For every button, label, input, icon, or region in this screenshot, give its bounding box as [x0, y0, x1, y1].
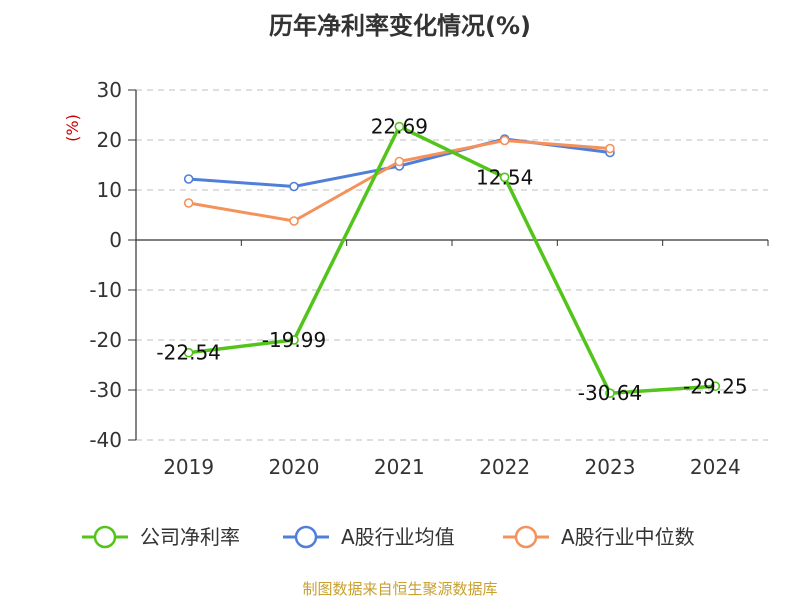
data-label: -22.54 [156, 341, 220, 365]
legend-marker-icon [514, 525, 538, 549]
data-point [289, 216, 299, 226]
data-point [183, 347, 194, 358]
x-tick-label: 2019 [163, 455, 214, 479]
series-line [188, 124, 716, 395]
y-tick-label: 20 [97, 128, 122, 152]
data-label: 22.69 [371, 115, 428, 139]
x-tick-label: 2022 [479, 455, 530, 479]
legend-label: A股行业中位数 [561, 525, 695, 549]
data-point [394, 156, 405, 167]
y-axis-label: (%) [63, 114, 82, 142]
x-tick-label: 2024 [690, 455, 741, 479]
series-group [183, 121, 721, 399]
legend-item[interactable]: A股行业均值 [283, 525, 455, 549]
data-point [183, 198, 194, 208]
legend-marker-icon [93, 525, 117, 549]
data-labels: -22.54 -19.99 22.69 12.54 -30.64 -29.25 [156, 115, 747, 406]
y-tick-label: -20 [89, 328, 122, 352]
data-point [394, 121, 405, 132]
data-point [183, 174, 194, 184]
data-point [605, 143, 615, 154]
y-tick-label: 30 [97, 78, 122, 102]
source-note: 制图数据来自恒生聚源数据库 [302, 580, 498, 598]
x-tick-label: 2021 [374, 455, 425, 479]
data-label: 12.54 [476, 165, 533, 189]
legend-item[interactable]: 公司净利率 [82, 525, 240, 549]
y-tick-label: -30 [89, 378, 122, 402]
y-tick-label: 0 [109, 228, 122, 252]
y-axis-ticks: 30 20 10 0 -10 -20 -30 -40 [89, 78, 136, 452]
data-point [289, 335, 299, 345]
series-line [188, 139, 611, 223]
data-point [710, 381, 721, 392]
data-label: -19.99 [262, 328, 326, 352]
data-point [289, 181, 299, 192]
data-point [499, 135, 510, 146]
y-tick-label: -40 [89, 428, 122, 452]
data-label: -29.25 [683, 374, 747, 398]
data-label: -30.64 [578, 381, 642, 405]
x-axis-ticks: 2019 2020 2021 2022 2023 2024 [135, 240, 769, 479]
legend-label: 公司净利率 [140, 525, 240, 549]
x-tick-label: 2023 [585, 455, 636, 479]
data-point [499, 172, 510, 183]
legend-label: A股行业均值 [341, 525, 455, 549]
data-point [605, 388, 615, 399]
legend: 公司净利率 A股行业均值 A股行业中位数 [82, 525, 695, 549]
legend-item[interactable]: A股行业中位数 [503, 525, 695, 549]
legend-marker-icon [294, 525, 318, 549]
y-tick-label: -10 [89, 278, 122, 302]
chart-title: 历年净利率变化情况(%) [269, 12, 531, 40]
x-tick-label: 2020 [269, 455, 320, 479]
y-tick-label: 10 [97, 178, 122, 202]
